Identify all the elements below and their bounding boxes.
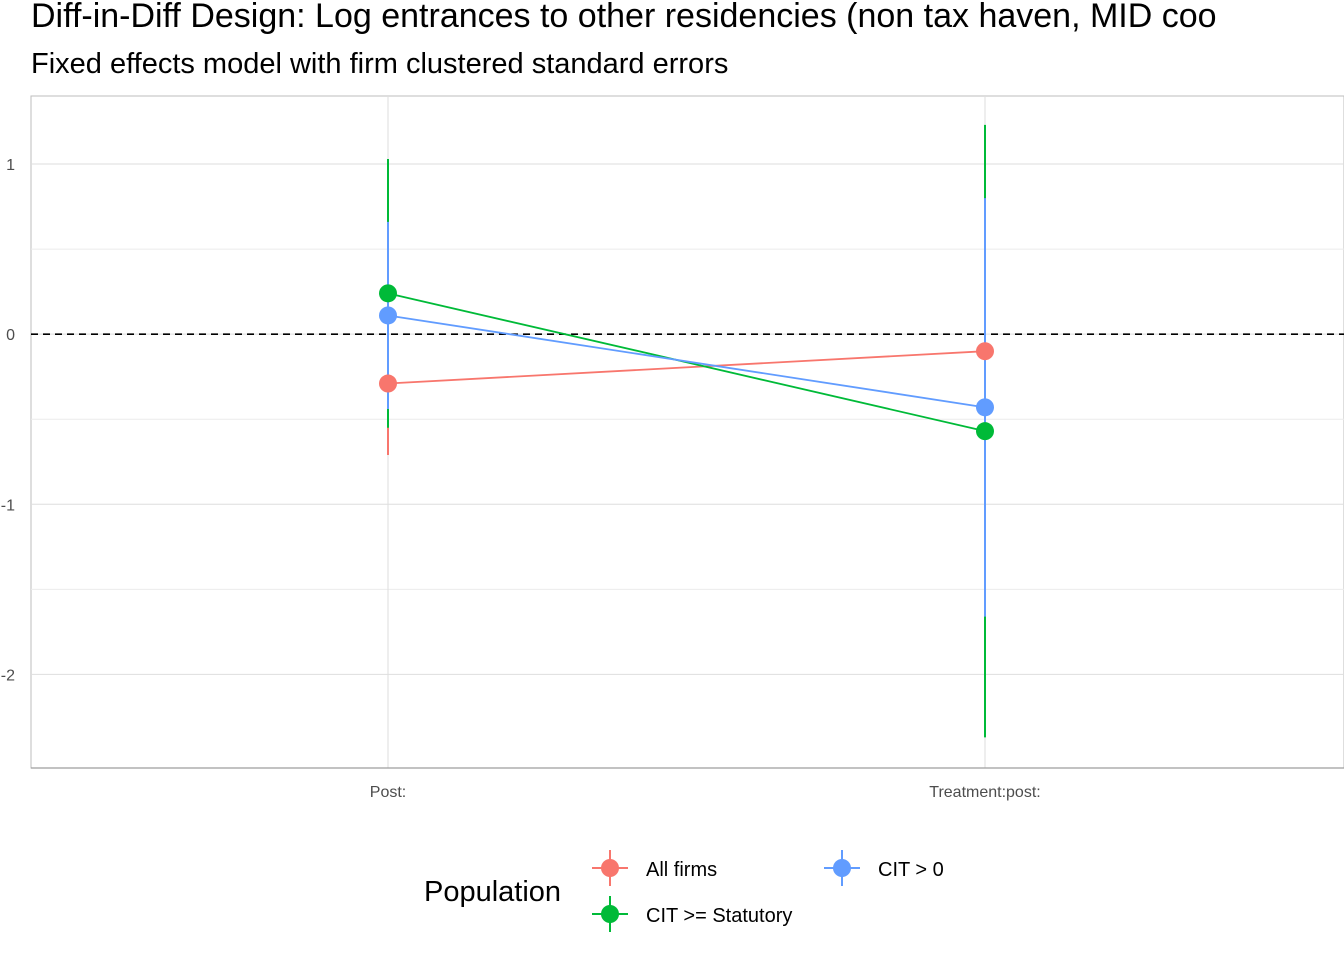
data-point: [976, 398, 994, 417]
chart-subtitle: Fixed effects model with firm clustered …: [31, 48, 729, 80]
series-line: [387, 350, 986, 385]
plot-area: -2 -1 0 1 Post: Treatment:post:: [1, 95, 1344, 801]
series-line: [387, 314, 986, 409]
legend: Population All firms CIT >= Statutory CI…: [424, 846, 1024, 946]
y-tick-label: -2: [1, 667, 15, 684]
legend-item-cit-positive: CIT > 0: [822, 848, 1022, 888]
x-tick-label: Treatment:post:: [929, 784, 1040, 801]
legend-key-all-firms: [592, 850, 628, 886]
data-point: [379, 306, 397, 325]
legend-item-all-firms: All firms: [590, 848, 790, 888]
legend-key-cit-statutory: [592, 896, 628, 932]
data-point: [976, 342, 994, 361]
data-point: [379, 284, 397, 303]
y-tick-label: -1: [1, 497, 15, 514]
legend-label: All firms: [646, 859, 718, 881]
data-point: [379, 374, 397, 393]
data-point: [976, 422, 994, 441]
legend-label: CIT > 0: [878, 859, 944, 881]
chart-title: Diff-in-Diff Design: Log entrances to ot…: [31, 0, 1217, 35]
panel-border: [30, 95, 1344, 769]
legend-label: CIT >= Statutory: [646, 905, 793, 927]
legend-item-cit-statutory: CIT >= Statutory: [590, 894, 810, 934]
y-tick-label: 1: [6, 157, 15, 174]
legend-key-cit-positive: [824, 850, 860, 886]
x-tick-label: Post:: [370, 784, 406, 801]
legend-title: Population: [424, 876, 562, 908]
y-tick-label: 0: [6, 327, 15, 344]
